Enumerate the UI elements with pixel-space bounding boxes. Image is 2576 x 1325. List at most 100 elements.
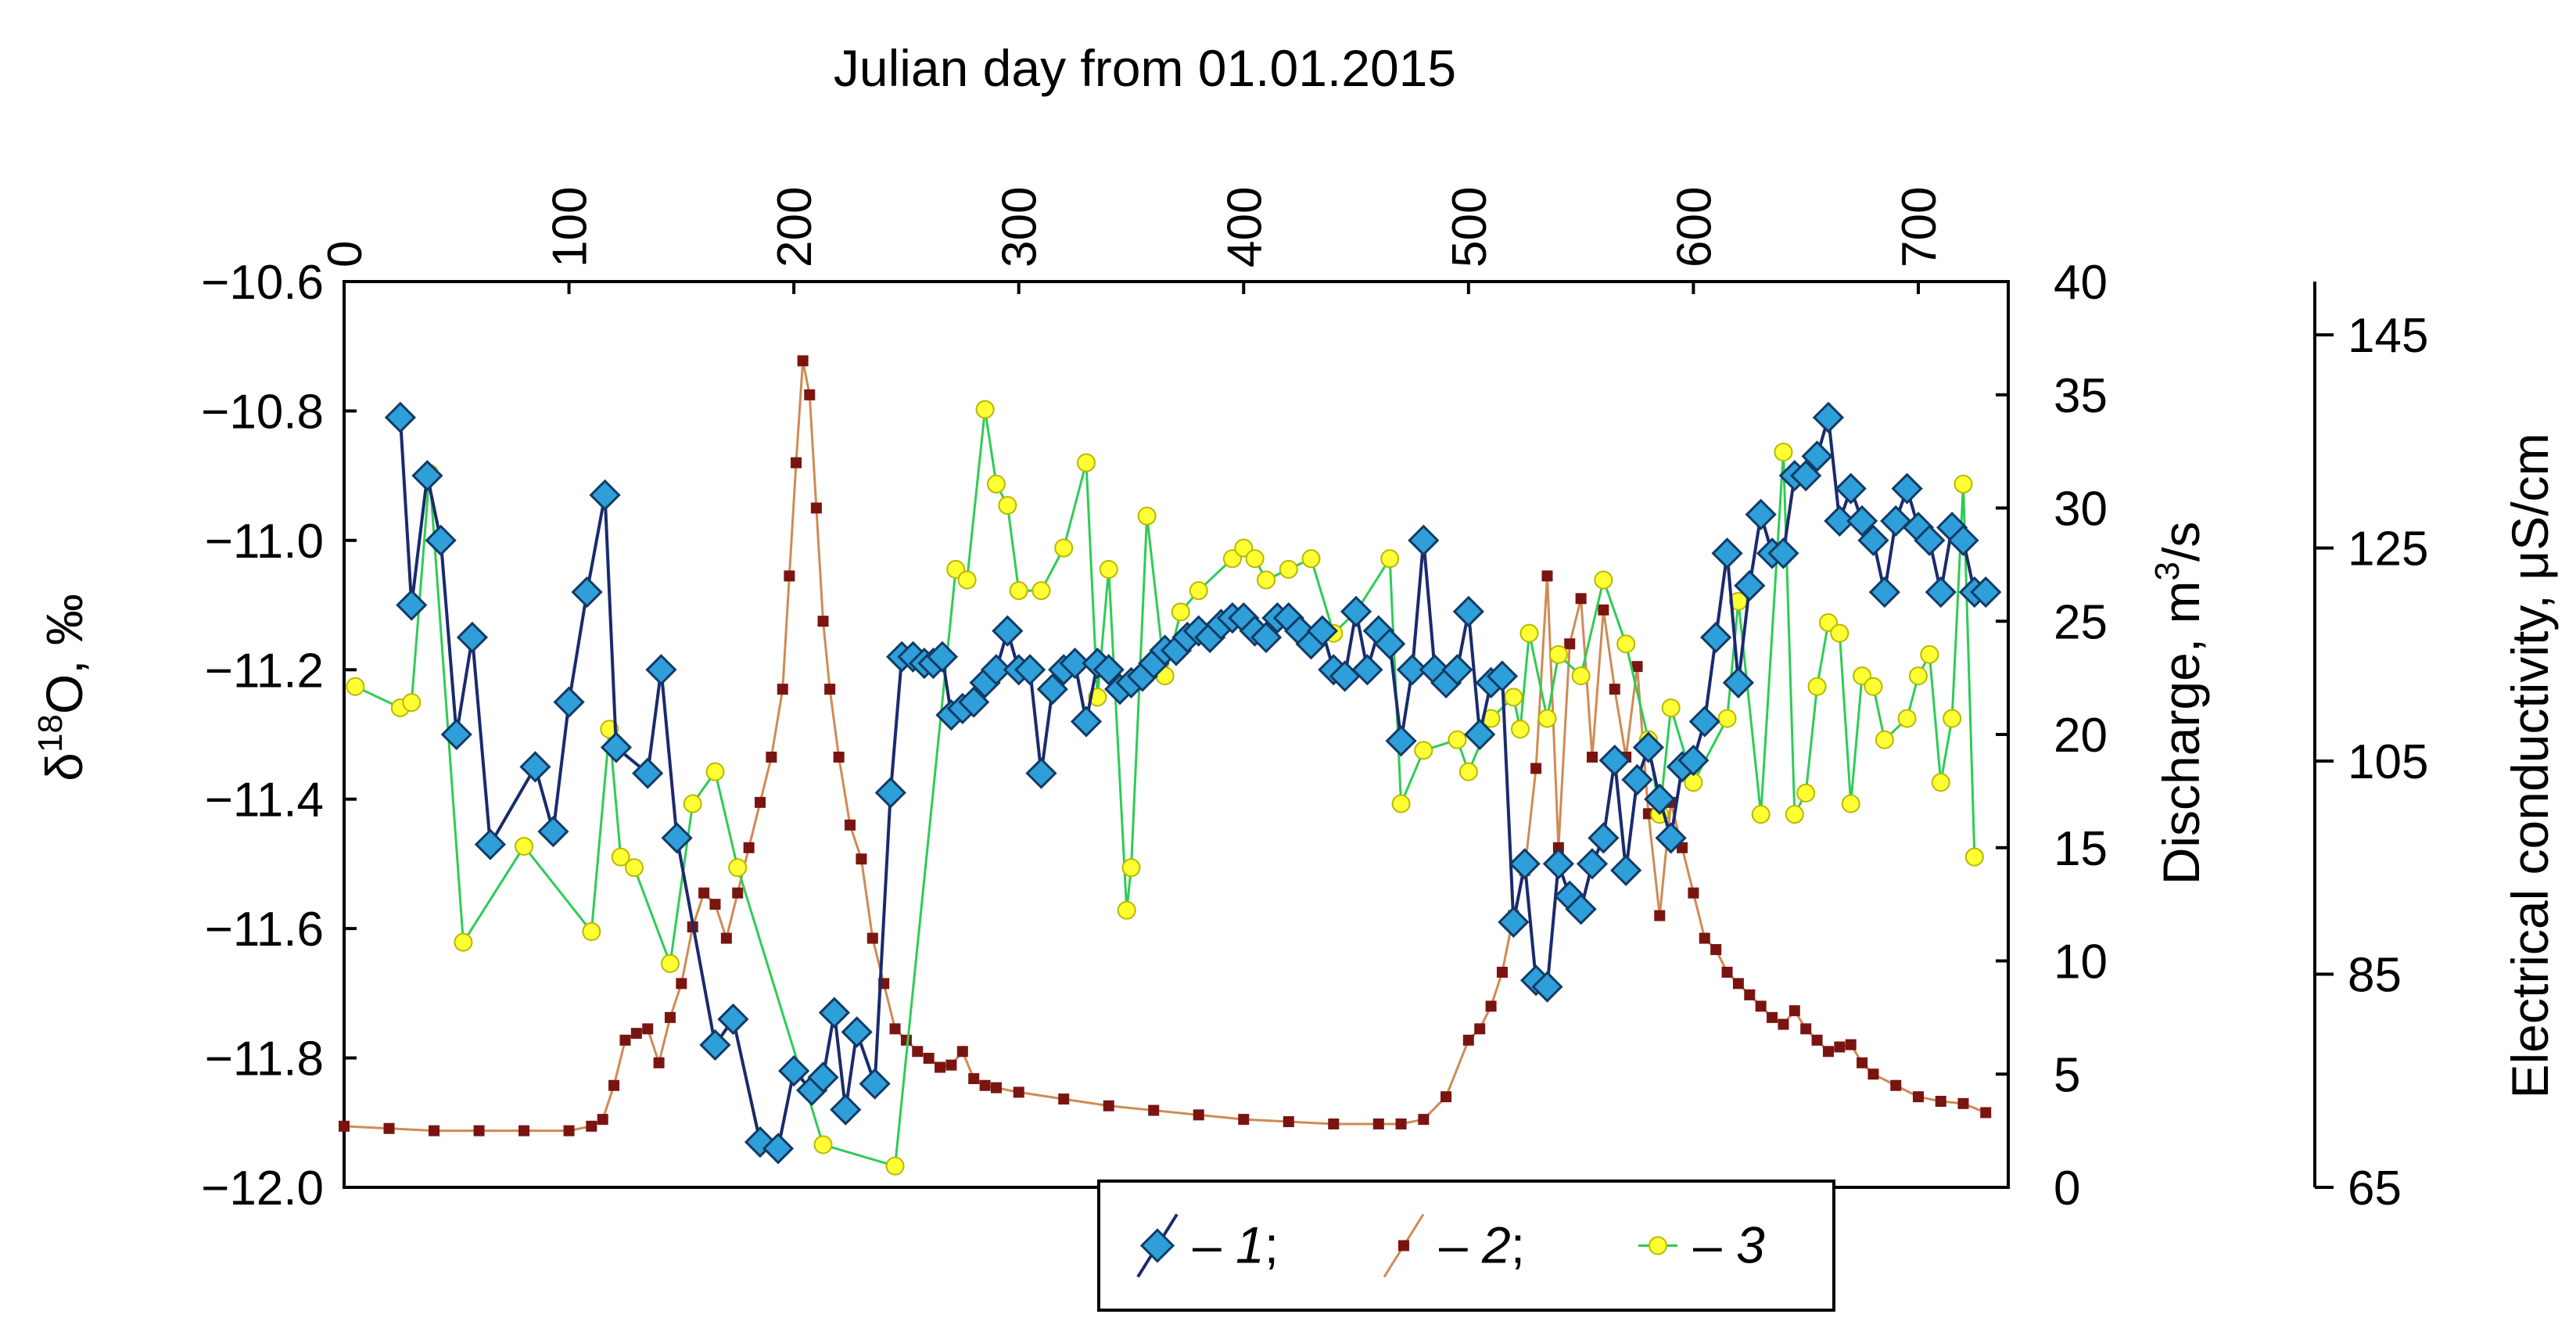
series-2-point [676,978,687,989]
series-2-point [1013,1086,1024,1098]
series-3-point [1931,773,1950,792]
series-2-point [1957,1097,1969,1109]
series-3-point [1964,847,1984,867]
series-2-point [1575,593,1587,605]
left-axis-title-sup: 18 [31,714,70,752]
series-1-point [1070,706,1103,738]
right2-tick-label: 145 [2348,309,2428,363]
legend-2-marker [1398,1240,1409,1251]
series-3-point [1796,783,1816,803]
series-2-point [956,1046,968,1057]
series-1-point [1700,621,1732,654]
legend-2-num: 2 [1481,1216,1511,1274]
series-1-point [1846,505,1878,537]
series-1-point [589,479,621,512]
series-3-point [683,794,702,813]
series-1-point [830,1093,862,1126]
series-1-point [1509,848,1541,880]
x-tick-label: 400 [1218,187,1272,268]
series-3-point [885,1156,905,1176]
series-2-point [755,796,766,808]
right1-tick-label: 35 [2054,369,2108,423]
right1-tick-label: 10 [2054,935,2108,989]
series-2-point [810,502,822,514]
series-2-point [383,1122,395,1134]
series-1-point [1036,673,1068,706]
series-2-point [1440,1091,1452,1103]
series-3-point [1222,549,1242,569]
right1-axis-title-base: Discharge, m [2152,581,2210,885]
series-3-point [611,847,630,867]
series-1-point [1092,654,1125,686]
series-3-point [705,762,725,781]
series-2-point [935,1061,946,1073]
series-2-point [1328,1118,1340,1129]
series-3-point [975,400,995,419]
series-2-point [777,684,788,695]
series-3-point [1853,666,1872,686]
series-2-point [1890,1079,1902,1091]
right2-tick-label: 125 [2348,522,2428,576]
series-3-point [1774,442,1793,461]
series-3-point [986,474,1006,494]
series-1-point [958,686,990,718]
legend-2-prefix: – [1439,1216,1482,1274]
series-1-point [1688,706,1720,738]
series-1-point [1374,628,1406,660]
series-1-point [1824,505,1856,537]
series-1-point [1801,440,1833,472]
series-1-point [874,777,906,809]
series-1-point [717,1003,749,1036]
series-1-point [661,822,693,854]
series-3-point [346,677,365,696]
series-2-point [945,1059,957,1071]
series-1-point [1576,848,1609,880]
series-3-point [1616,634,1636,654]
series-2-point [597,1114,608,1126]
series-3-point [1117,900,1136,920]
series-1-point [440,718,472,751]
series-3-point [515,837,534,856]
series-2-point [1418,1114,1430,1126]
legend-box [1097,1180,1835,1312]
series-1-point [425,524,457,556]
series-3-point [1257,570,1276,590]
series-3-point [1897,709,1917,728]
series-1-point [1610,854,1642,886]
series-1-point [1531,971,1563,1003]
series-3-point [1391,794,1411,813]
right1-tick-label: 40 [2054,256,2108,310]
series-3-point [454,932,473,952]
series-1-line [398,415,1986,1151]
series-2-point [1283,1116,1294,1128]
series-2-point [845,819,856,831]
series-2-point [1699,932,1710,944]
series-1-point [1925,576,1957,609]
series-1-point [1835,472,1867,505]
series-2-point [1788,1005,1800,1017]
series-2-point [824,684,836,695]
series-1-point [926,641,959,673]
series-2-point [1744,989,1756,1000]
series-2-point [990,1082,1002,1093]
series-1-point [645,654,677,686]
series-1-point [1351,654,1383,686]
series-2-point [1372,1118,1384,1129]
series-1-point [1498,906,1530,938]
series-2-point [1935,1095,1946,1107]
left-tick-label: −11.8 [205,1032,324,1086]
legend-1-prefix: – [1193,1216,1236,1274]
left-tick-label: −11.0 [205,515,324,569]
legend-2-label: – 2; [1439,1216,1525,1274]
series-1-point [1644,783,1676,815]
series-1-point [553,686,585,718]
legend-1-num: 1 [1236,1216,1265,1274]
series-1-point [1588,822,1620,854]
series-2-point [1462,1034,1474,1046]
series-2-point [1721,966,1733,978]
series-1-point [456,621,489,654]
series-1-point [1565,893,1597,925]
series-2-point [1710,944,1722,956]
